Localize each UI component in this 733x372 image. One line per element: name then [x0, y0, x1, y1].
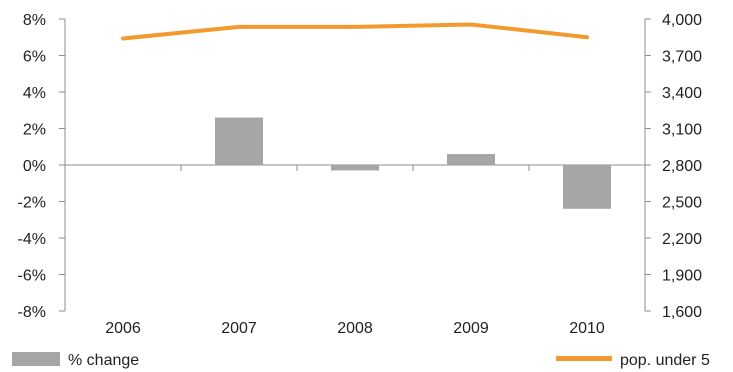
bar	[331, 165, 379, 171]
legend-label-bar: % change	[68, 352, 139, 369]
bar	[215, 117, 263, 165]
left-tick-label: 6%	[23, 49, 46, 66]
legend: % change pop. under 5	[12, 352, 710, 369]
line-series	[121, 22, 589, 41]
right-tick-label: 3,100	[662, 122, 702, 139]
x-tick-label: 2008	[337, 320, 373, 337]
bar	[447, 154, 495, 165]
x-tick-label: 2006	[105, 320, 141, 337]
legend-label-line: pop. under 5	[620, 352, 710, 369]
x-tick-label: 2009	[453, 320, 489, 337]
right-tick-label: 2,200	[662, 231, 702, 248]
x-tick-label: 2010	[569, 320, 605, 337]
right-tick-label: 2,500	[662, 195, 702, 212]
right-tick-label: 4,000	[662, 12, 702, 29]
left-tick-label: 0%	[23, 158, 46, 175]
left-tick-label: 8%	[23, 12, 46, 29]
right-tick-label: 1,600	[662, 304, 702, 321]
x-axis: 2006 2007 2008 2009 2010	[64, 164, 646, 337]
left-tick-label: -8%	[18, 304, 46, 321]
bar-series	[215, 117, 611, 209]
legend-swatch-line	[556, 356, 612, 361]
legend-swatch-bar	[12, 352, 60, 366]
left-tick-label: -2%	[18, 195, 46, 212]
right-tick-label: 3,700	[662, 49, 702, 66]
left-tick-label: -4%	[18, 231, 46, 248]
right-axis: 4,000 3,700 3,400 3,100 2,800 2,500 2,200 1,900…	[644, 12, 702, 321]
line-path	[121, 22, 589, 41]
x-tick-label: 2007	[221, 320, 257, 337]
left-tick-label: -6%	[18, 268, 46, 285]
left-axis: 8% 6% 4% 2% 0% -2% -4% -6% -8%	[18, 12, 66, 321]
left-tick-label: 2%	[23, 122, 46, 139]
left-tick-label: 4%	[23, 85, 46, 102]
right-tick-label: 3,400	[662, 85, 702, 102]
right-tick-label: 1,900	[662, 268, 702, 285]
right-tick-label: 2,800	[662, 158, 702, 175]
bar	[563, 165, 611, 209]
